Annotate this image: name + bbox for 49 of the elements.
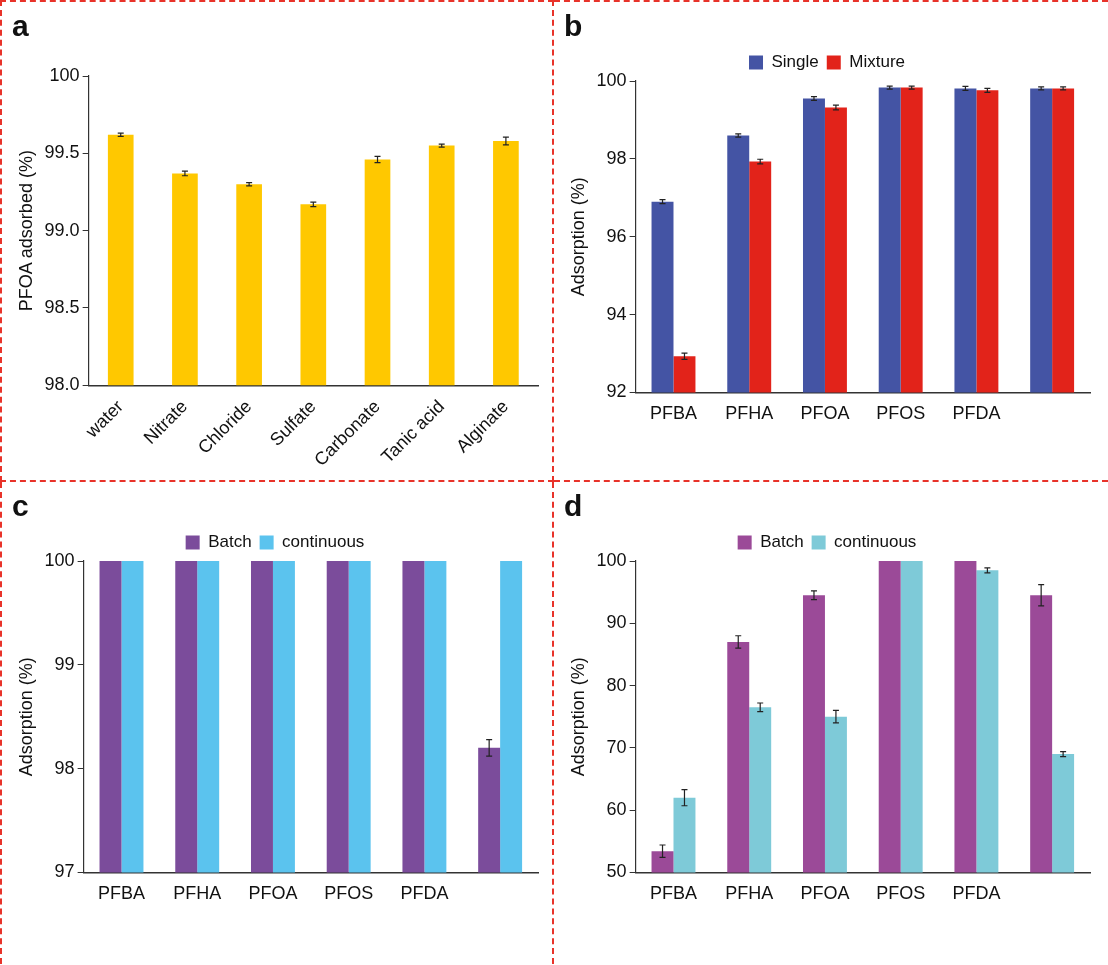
- y-tick-label: 100: [596, 69, 627, 90]
- x-tick-label: PFOA: [248, 883, 298, 904]
- x-tick-label: PFOS: [876, 883, 926, 904]
- chart-title: c: [12, 489, 29, 523]
- legend-label: Batch: [760, 532, 804, 552]
- y-tick-label: 96: [606, 225, 627, 246]
- y-tick-label: 60: [606, 799, 627, 820]
- y-tick-label: 98.5: [44, 296, 80, 317]
- y-axis-title: PFOA adsorbed (%): [15, 150, 36, 312]
- y-tick-label: 100: [596, 549, 627, 570]
- x-tick-label: PFHA: [173, 883, 222, 904]
- y-tick-label: 100: [44, 549, 75, 570]
- x-tick-label: PFOA: [800, 883, 850, 904]
- legend-label: continuous: [282, 532, 365, 552]
- y-tick-label: 99: [54, 653, 75, 674]
- x-tick-label: PFOS: [324, 883, 374, 904]
- x-tick-label: PFDA: [400, 883, 449, 904]
- y-tick-label: 98: [606, 147, 627, 168]
- y-tick-label: 90: [606, 612, 627, 633]
- y-tick-label: 98: [54, 757, 75, 778]
- y-tick-label: 94: [606, 303, 627, 324]
- y-tick-label: 100: [49, 64, 80, 85]
- legend-label: continuous: [834, 532, 917, 552]
- y-tick-label: 99.5: [44, 142, 80, 163]
- y-tick-label: 98.0: [44, 374, 80, 395]
- legend-label: Batch: [208, 532, 252, 552]
- chart-title: d: [564, 489, 583, 523]
- y-tick-label: 99.0: [44, 219, 80, 240]
- legend-label: Single: [771, 52, 819, 72]
- x-tick-label: PFHA: [725, 403, 774, 424]
- x-tick-label: PFBA: [649, 883, 697, 904]
- y-tick-label: 50: [606, 861, 627, 882]
- y-axis-title: Adsorption (%): [567, 177, 588, 297]
- x-tick-label: PFBA: [649, 403, 697, 424]
- chart-title: b: [564, 9, 583, 43]
- legend-label: Mixture: [849, 52, 905, 72]
- x-tick-label: PFHA: [725, 883, 774, 904]
- y-tick-label: 97: [54, 861, 75, 882]
- y-tick-label: 80: [606, 674, 627, 695]
- x-tick-label: PFDA: [952, 403, 1001, 424]
- x-tick-label: PFBA: [97, 883, 145, 904]
- x-tick-label: PFOA: [800, 403, 850, 424]
- chart-title: a: [12, 9, 29, 43]
- y-axis-title: Adsorption (%): [15, 657, 36, 777]
- y-tick-label: 92: [606, 381, 627, 402]
- x-tick-label: PFOS: [876, 403, 926, 424]
- y-tick-label: 70: [606, 736, 627, 757]
- x-tick-label: PFDA: [952, 883, 1001, 904]
- y-axis-title: Adsorption (%): [567, 657, 588, 777]
